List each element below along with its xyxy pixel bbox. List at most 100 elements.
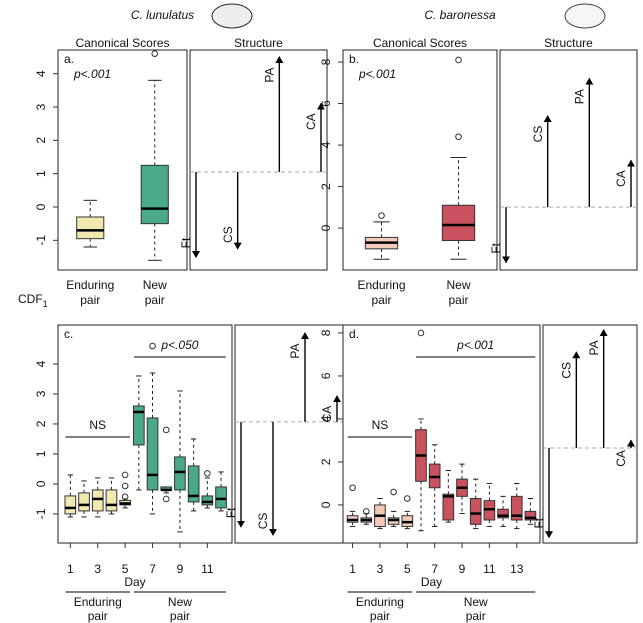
plot-frame xyxy=(342,49,498,271)
structure-frame xyxy=(189,49,328,271)
category-label: pair xyxy=(145,293,165,307)
panel-label: c. xyxy=(64,327,73,341)
plot-frame xyxy=(57,324,233,544)
box xyxy=(140,164,169,225)
box xyxy=(201,495,214,506)
y-tick-label: 3 xyxy=(34,103,48,110)
arrow-label: PA xyxy=(263,67,277,82)
category-label: pair xyxy=(448,293,468,307)
box xyxy=(64,495,77,515)
panel-label: b. xyxy=(349,52,359,66)
y-tick-label: 6 xyxy=(319,100,333,107)
annotation: p<.001 xyxy=(456,338,494,352)
x-tick-label: 9 xyxy=(177,562,184,576)
x-tick-label: 11 xyxy=(483,562,496,576)
arrow-label: Ft xyxy=(179,237,193,248)
group-label: New xyxy=(464,595,488,609)
arrow-label: PA xyxy=(288,344,302,359)
species-title: C. baronessa xyxy=(424,8,496,22)
y-tick-label: 6 xyxy=(319,372,333,379)
x-tick-label: 1 xyxy=(67,562,74,576)
y-tick-label: 8 xyxy=(319,329,333,336)
x-tick-label: 13 xyxy=(510,562,524,576)
y-axis-label-main: CDF xyxy=(18,292,43,306)
panel-label: d. xyxy=(349,327,359,341)
y-tick-label: -1 xyxy=(34,235,48,246)
y-tick-label: 2 xyxy=(319,458,333,465)
x-axis-label: Day xyxy=(421,575,442,589)
x-axis-label: Day xyxy=(124,575,145,589)
y-tick-label: 0 xyxy=(34,480,48,487)
outlier xyxy=(362,508,370,515)
outlier xyxy=(378,212,385,219)
outlier xyxy=(455,133,462,141)
arrow-label: CS xyxy=(560,362,574,379)
plot-frame xyxy=(57,49,188,271)
plot-frame xyxy=(342,324,541,544)
structure-frame xyxy=(542,324,638,544)
box xyxy=(78,492,90,512)
structure-title: Structure xyxy=(234,36,283,50)
x-tick-label: 7 xyxy=(431,562,438,576)
box xyxy=(497,508,509,519)
x-tick-label: 1 xyxy=(349,562,356,576)
y-tick-label: 8 xyxy=(319,58,333,65)
box xyxy=(215,486,227,509)
structure-title: Structure xyxy=(544,36,593,50)
arrow-label: CA xyxy=(614,170,628,187)
outlier xyxy=(390,488,397,496)
group-label: pair xyxy=(466,609,486,623)
box xyxy=(146,417,159,491)
x-tick-label: 3 xyxy=(94,562,101,576)
arrow-label: Ft xyxy=(224,507,238,518)
species-title: C. lunulatus xyxy=(131,8,194,22)
outlier xyxy=(162,495,170,503)
box xyxy=(91,489,104,512)
y-tick-label: 0 xyxy=(319,224,333,231)
y-tick-label: 0 xyxy=(34,203,48,210)
y-axis-label: CDF1 xyxy=(18,292,48,309)
arrow-label: PA xyxy=(587,340,601,355)
category-label: New xyxy=(446,278,470,292)
group-label: pair xyxy=(370,609,390,623)
panel-title: Canonical Scores xyxy=(373,36,467,50)
y-tick-label: 1 xyxy=(34,170,48,177)
arrow-label: CA xyxy=(320,406,334,423)
box xyxy=(174,456,186,491)
category-label: Enduring xyxy=(66,278,114,292)
y-tick-label: 3 xyxy=(34,390,48,397)
box xyxy=(132,405,145,446)
annotation: p<.050 xyxy=(160,338,198,352)
arrow-label: CS xyxy=(221,226,235,243)
structure-frame xyxy=(499,49,638,271)
x-tick-label: 9 xyxy=(459,562,466,576)
fish-icon xyxy=(211,3,606,29)
box xyxy=(510,495,523,521)
category-label: New xyxy=(143,278,167,292)
group-label: pair xyxy=(170,609,190,623)
category-label: Enduring xyxy=(357,278,405,292)
outlier xyxy=(349,484,356,492)
arrow-label: CS xyxy=(256,513,270,530)
y-tick-label: 1 xyxy=(34,450,48,457)
p-value: p<.001 xyxy=(358,67,396,81)
group-label: pair xyxy=(88,609,108,623)
arrow-label: PA xyxy=(573,89,587,104)
box xyxy=(469,497,482,525)
y-tick-label: 4 xyxy=(34,70,48,77)
arrow-label: Ft xyxy=(489,242,503,253)
group-label: New xyxy=(168,595,192,609)
outlier xyxy=(204,470,211,477)
annotation: NS xyxy=(372,418,389,432)
box xyxy=(76,216,105,240)
box xyxy=(187,465,200,503)
x-tick-label: 3 xyxy=(377,562,384,576)
p-value: p<.001 xyxy=(73,67,111,81)
y-tick-label: 0 xyxy=(319,501,333,508)
outlier xyxy=(121,471,129,479)
annotation: NS xyxy=(89,418,106,432)
panel-title: Canonical Scores xyxy=(75,36,169,50)
x-tick-label: 7 xyxy=(149,562,156,576)
y-tick-label: -1 xyxy=(34,508,48,519)
